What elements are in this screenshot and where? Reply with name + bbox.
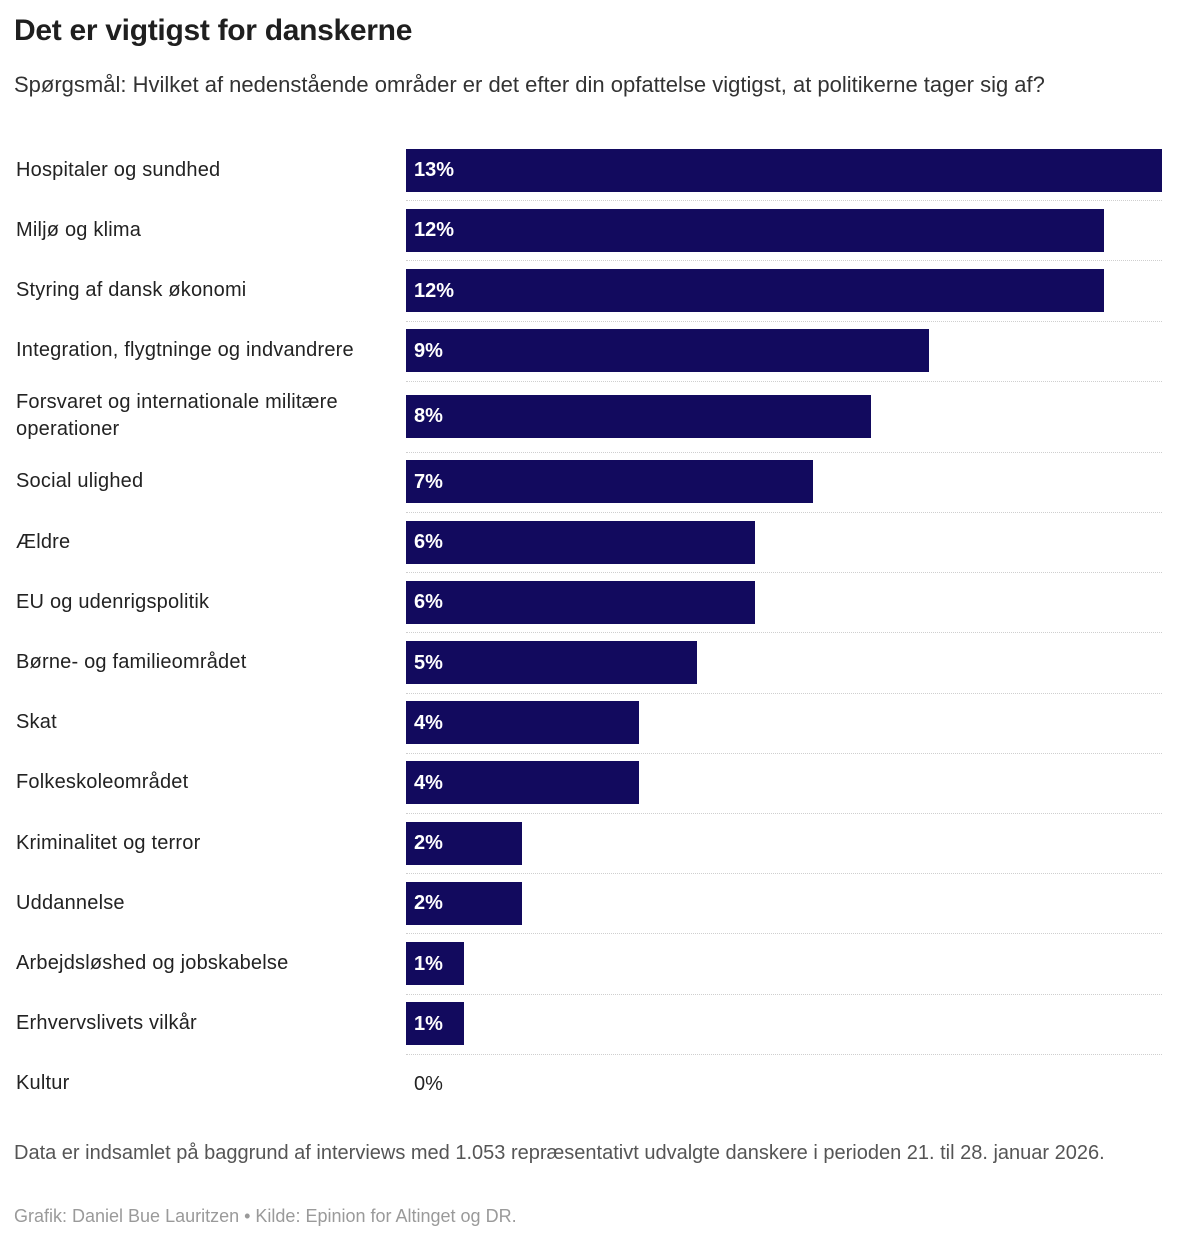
row-divider <box>406 1053 1162 1055</box>
category-label: Skat <box>16 711 57 734</box>
row-divider <box>406 260 1162 262</box>
category-label: Kriminalitet og terror <box>16 831 201 854</box>
category-label: Integration, flygtninge og indvandrere <box>16 339 354 362</box>
value-label: 8% <box>414 405 443 428</box>
value-label: 5% <box>414 651 443 674</box>
category-label: Erhvervslivets vilkår <box>16 1012 197 1035</box>
category-label: Kultur <box>16 1072 70 1095</box>
bar <box>406 148 1162 192</box>
chart-title: Det er vigtigst for danskerne <box>14 14 413 47</box>
bar-chart: Hospitaler og sundhed 13% Miljø og klima 12… <box>0 140 1180 1120</box>
bar <box>406 269 1104 312</box>
row-divider <box>406 632 1162 634</box>
source-credit: Grafik: Daniel Bue Lauritzen • Kilde: Ep… <box>14 1206 517 1226</box>
category-label: Børne- og familieområdet <box>16 650 247 673</box>
value-label: 4% <box>414 771 443 794</box>
category-label: Folkeskoleområdet <box>16 771 189 794</box>
category-label: Arbejdsløshed og jobskabelse <box>16 951 289 974</box>
bar <box>406 1002 465 1046</box>
value-label: 4% <box>414 711 443 734</box>
category-label: Ældre <box>16 530 71 553</box>
value-label: 0% <box>414 1072 443 1095</box>
value-label: 9% <box>414 339 443 362</box>
row-divider <box>406 993 1162 995</box>
bar <box>406 520 755 564</box>
value-label: 6% <box>414 531 443 554</box>
value-label: 7% <box>414 470 443 493</box>
bar <box>406 881 523 925</box>
bar <box>406 761 639 805</box>
value-label: 6% <box>414 591 443 614</box>
row-divider <box>406 320 1162 322</box>
data-note: Data er indsamlet på baggrund af intervi… <box>14 1142 1105 1164</box>
bar <box>406 942 465 985</box>
row-divider <box>406 933 1162 935</box>
category-label: EU og udenrigspolitik <box>16 590 210 613</box>
bar <box>406 701 639 745</box>
category-label: Forsvaret og internationale militære ope… <box>16 391 338 441</box>
row-divider <box>406 200 1162 202</box>
row-divider <box>406 572 1162 574</box>
category-label: Miljø og klima <box>16 218 142 241</box>
bar <box>406 821 523 865</box>
value-label: 12% <box>414 219 455 242</box>
bar <box>406 208 1104 252</box>
row-divider <box>406 692 1162 694</box>
bar <box>406 329 930 373</box>
value-label: 2% <box>414 892 443 915</box>
row-divider <box>406 512 1162 513</box>
bar <box>406 641 697 684</box>
bar <box>406 460 814 504</box>
value-label: 1% <box>414 1012 443 1035</box>
category-label: Uddannelse <box>16 891 125 914</box>
row-divider <box>406 813 1162 814</box>
value-label: 13% <box>414 159 455 182</box>
row-divider <box>406 451 1162 453</box>
bar <box>406 394 872 438</box>
category-label: Hospitaler og sundhed <box>16 158 221 181</box>
value-label: 1% <box>414 952 443 975</box>
row-divider <box>406 380 1162 382</box>
chart-subtitle: Spørgsmål: Hvilket af nedenstående områd… <box>14 72 1045 97</box>
category-label: Styring af dansk økonomi <box>16 278 247 301</box>
value-label: 2% <box>414 832 443 855</box>
bar <box>406 580 755 624</box>
row-divider <box>406 752 1162 754</box>
value-label: 12% <box>414 279 455 302</box>
category-label: Social ulighed <box>16 470 144 493</box>
row-divider <box>406 873 1162 875</box>
